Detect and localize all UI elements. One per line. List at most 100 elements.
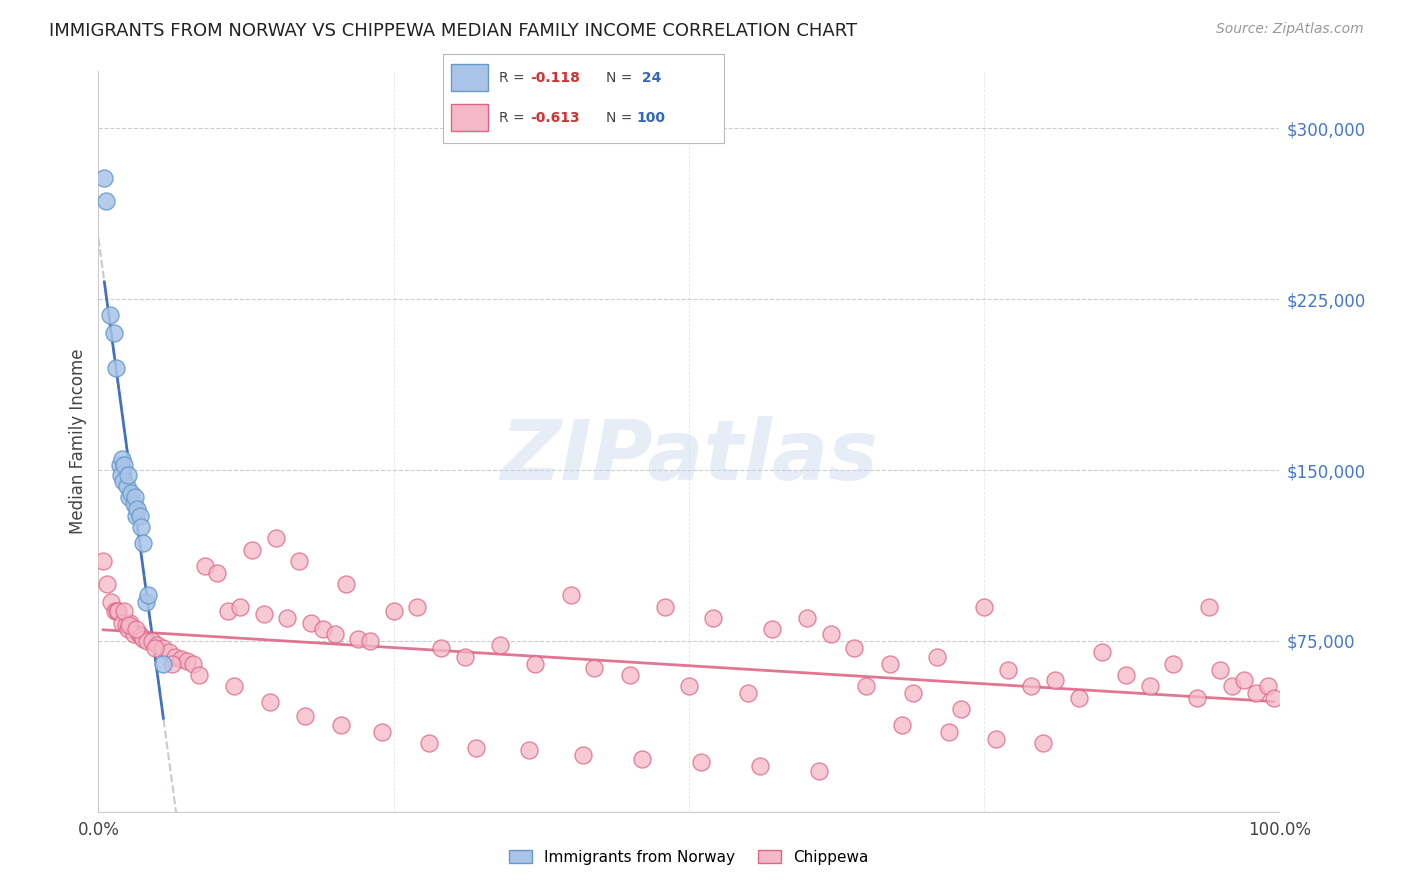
Text: R =: R =: [499, 111, 529, 125]
Point: [146, 639, 169, 653]
Point: [1209, 664, 1232, 678]
Point: [118, 491, 141, 505]
Point: [984, 731, 1007, 746]
Point: [489, 639, 512, 653]
Point: [748, 759, 770, 773]
Point: [104, 604, 127, 618]
Point: [120, 615, 142, 630]
Point: [329, 718, 352, 732]
Point: [115, 479, 138, 493]
Point: [187, 668, 209, 682]
Point: [114, 618, 136, 632]
Point: [107, 604, 129, 618]
Point: [1220, 680, 1243, 694]
Point: [205, 566, 228, 580]
Point: [136, 588, 159, 602]
Point: [111, 615, 134, 630]
Point: [807, 764, 830, 778]
Point: [997, 664, 1019, 678]
Point: [406, 599, 429, 614]
Text: 100: 100: [637, 111, 666, 125]
Point: [1263, 690, 1285, 705]
Point: [170, 652, 193, 666]
Point: [253, 607, 276, 621]
Point: [259, 695, 281, 709]
Point: [560, 588, 582, 602]
Point: [430, 640, 453, 655]
Point: [112, 475, 135, 489]
Point: [312, 623, 335, 637]
Point: [583, 661, 606, 675]
Point: [128, 508, 150, 523]
Point: [264, 532, 287, 546]
Point: [125, 623, 148, 637]
Point: [844, 640, 866, 655]
Text: 24: 24: [637, 70, 661, 85]
Point: [1233, 673, 1256, 687]
Point: [820, 627, 842, 641]
Text: N =: N =: [606, 111, 637, 125]
Point: [294, 709, 316, 723]
Point: [224, 680, 246, 694]
Text: Source: ZipAtlas.com: Source: ZipAtlas.com: [1216, 22, 1364, 37]
Point: [630, 752, 652, 766]
Point: [135, 633, 157, 648]
Point: [112, 458, 135, 473]
Point: [1198, 599, 1220, 614]
Point: [94, 194, 117, 209]
Text: -0.613: -0.613: [530, 111, 579, 125]
Point: [949, 702, 972, 716]
Point: [91, 554, 114, 568]
Text: N =: N =: [606, 70, 637, 85]
Point: [152, 657, 174, 671]
Point: [93, 171, 115, 186]
Point: [359, 633, 381, 648]
Point: [110, 467, 132, 482]
Point: [855, 680, 877, 694]
Point: [276, 611, 298, 625]
Point: [619, 668, 641, 682]
Point: [141, 633, 163, 648]
Point: [1257, 680, 1279, 694]
Point: [1091, 645, 1114, 659]
Point: [217, 604, 239, 618]
Point: [1185, 690, 1208, 705]
Point: [571, 747, 593, 762]
Point: [347, 632, 370, 646]
Point: [124, 491, 146, 505]
Point: [903, 686, 925, 700]
Point: [118, 618, 141, 632]
Point: [100, 595, 122, 609]
Point: [157, 645, 180, 659]
Point: [96, 577, 118, 591]
Point: [689, 755, 711, 769]
Point: [122, 627, 145, 641]
Text: -0.118: -0.118: [530, 70, 579, 85]
Point: [103, 326, 125, 341]
Point: [181, 657, 204, 671]
Legend: Immigrants from Norway, Chippewa: Immigrants from Norway, Chippewa: [503, 844, 875, 871]
Point: [135, 595, 157, 609]
Point: [125, 508, 148, 523]
Text: ZIPatlas: ZIPatlas: [501, 416, 877, 497]
Y-axis label: Median Family Income: Median Family Income: [69, 349, 87, 534]
Point: [1161, 657, 1184, 671]
Point: [938, 725, 960, 739]
Point: [879, 657, 901, 671]
Point: [176, 654, 198, 668]
Point: [112, 604, 135, 618]
Text: IMMIGRANTS FROM NORWAY VS CHIPPEWA MEDIAN FAMILY INCOME CORRELATION CHART: IMMIGRANTS FROM NORWAY VS CHIPPEWA MEDIA…: [49, 22, 858, 40]
Point: [382, 604, 405, 618]
Point: [98, 308, 121, 322]
Point: [323, 627, 346, 641]
Point: [519, 743, 541, 757]
Point: [194, 558, 217, 573]
Point: [132, 632, 155, 646]
Point: [165, 649, 187, 664]
Point: [288, 554, 311, 568]
Point: [335, 577, 357, 591]
Point: [1043, 673, 1066, 687]
Point: [1139, 680, 1161, 694]
Point: [132, 536, 155, 550]
Point: [1021, 680, 1043, 694]
